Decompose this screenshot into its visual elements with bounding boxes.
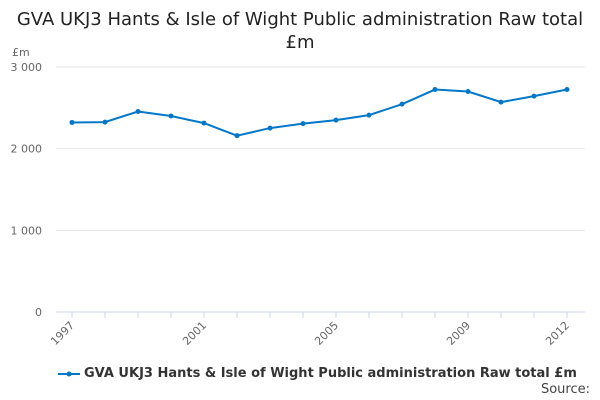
- data-point: [69, 119, 75, 125]
- data-point: [333, 117, 339, 123]
- x-tick-label: 1997: [48, 319, 77, 348]
- x-tick-label: 2001: [180, 319, 209, 348]
- legend-label: GVA UKJ3 Hants & Isle of Wight Public ad…: [84, 366, 577, 381]
- y-tick-label: 3 000: [11, 61, 43, 74]
- data-point: [267, 125, 273, 131]
- y-tick-label: 2 000: [11, 143, 43, 156]
- data-point: [564, 87, 570, 93]
- series-line: [71, 88, 568, 137]
- y-tick-label: 1 000: [11, 224, 43, 237]
- legend[interactable]: GVA UKJ3 Hants & Isle of Wight Public ad…: [58, 366, 577, 381]
- x-tick-label: 2012: [543, 319, 572, 348]
- data-point: [531, 93, 537, 99]
- x-tick-label: 2009: [444, 319, 473, 348]
- data-point: [168, 113, 174, 119]
- data-point: [498, 99, 504, 105]
- data-point: [432, 87, 438, 93]
- legend-marker-icon: [58, 371, 80, 376]
- data-point: [300, 121, 306, 127]
- data-point: [366, 112, 372, 118]
- data-point: [465, 89, 471, 94]
- x-tick-label: 2005: [312, 319, 341, 348]
- data-point: [102, 119, 108, 125]
- data-point: [399, 101, 405, 107]
- data-point: [201, 120, 207, 126]
- data-point: [234, 133, 240, 139]
- y-axis-label: £m: [12, 46, 30, 59]
- source-label: Source:: [540, 382, 590, 397]
- data-point: [135, 109, 141, 115]
- y-tick-label: 0: [35, 306, 42, 319]
- chart-title: GVA UKJ3 Hants & Isle of Wight Public ad…: [16, 9, 584, 53]
